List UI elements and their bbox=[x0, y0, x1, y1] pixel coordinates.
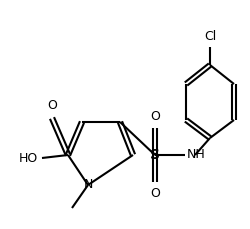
Text: NH: NH bbox=[186, 148, 205, 161]
Text: S: S bbox=[150, 148, 159, 162]
Text: N: N bbox=[83, 178, 92, 191]
Text: Cl: Cl bbox=[203, 30, 215, 43]
Text: O: O bbox=[150, 110, 159, 123]
Text: O: O bbox=[150, 187, 159, 200]
Text: HO: HO bbox=[19, 152, 38, 164]
Text: O: O bbox=[47, 99, 57, 112]
